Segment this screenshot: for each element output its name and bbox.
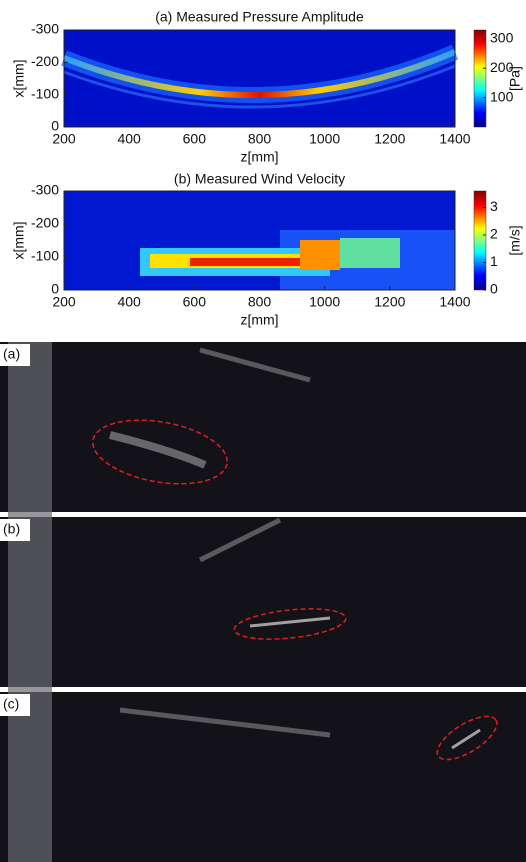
panel-title: (a) Measured Pressure Amplitude [155, 9, 364, 25]
colorbar-tick-label: 300 [490, 30, 514, 46]
x-tick-label: 800 [248, 294, 272, 310]
colorbar [473, 29, 487, 128]
y-tick-label: -300 [31, 21, 59, 37]
y-tick-label: -100 [31, 248, 59, 264]
photo-label-box [0, 694, 30, 716]
x-axis-label: z[mm] [240, 149, 278, 165]
y-tick-label: 0 [51, 281, 59, 297]
velocity-map [64, 191, 455, 290]
x-tick-label: 1000 [309, 294, 340, 310]
x-tick-label: 1000 [309, 131, 340, 147]
photo-label: (c) [3, 696, 19, 712]
photo-label-box [0, 344, 30, 366]
x-axis-label: z[mm] [240, 312, 278, 328]
colorbar-tick-label: 0 [490, 281, 498, 297]
y-tick-label: -200 [31, 53, 59, 69]
colorbar-tick-label: 1 [490, 253, 498, 269]
y-axis-label: x[mm] [11, 59, 27, 97]
photo-label-box [0, 519, 30, 541]
y-tick-label: -100 [31, 85, 59, 101]
photo-label: (a) [3, 346, 20, 362]
photo-strip [0, 342, 526, 862]
colorbar-label: [Pa] [507, 66, 523, 91]
pressure-map [61, 30, 459, 127]
x-tick-label: 200 [52, 294, 76, 310]
x-tick-label: 1400 [439, 131, 470, 147]
colorbar-tick-label: 100 [490, 88, 514, 104]
colorbar-tick-label: 200 [490, 59, 514, 75]
panel-title: (b) Measured Wind Velocity [174, 171, 345, 187]
x-tick-label: 400 [117, 294, 141, 310]
x-tick-label: 800 [248, 131, 272, 147]
x-tick-label: 1200 [374, 294, 405, 310]
colorbar-label: [m/s] [507, 225, 523, 255]
colorbar [473, 190, 487, 291]
x-tick-label: 400 [117, 131, 141, 147]
x-tick-label: 600 [183, 131, 207, 147]
y-tick-label: -200 [31, 215, 59, 231]
x-tick-label: 200 [52, 131, 76, 147]
y-tick-label: -300 [31, 182, 59, 198]
colorbar-tick-label: 2 [490, 226, 498, 242]
x-tick-label: 600 [183, 294, 207, 310]
x-tick-label: 1400 [439, 294, 470, 310]
y-axis-label: x[mm] [11, 221, 27, 259]
x-tick-label: 1200 [374, 131, 405, 147]
colorbar-tick-label: 3 [490, 198, 498, 214]
y-tick-label: 0 [51, 118, 59, 134]
photo-label: (b) [3, 521, 20, 537]
